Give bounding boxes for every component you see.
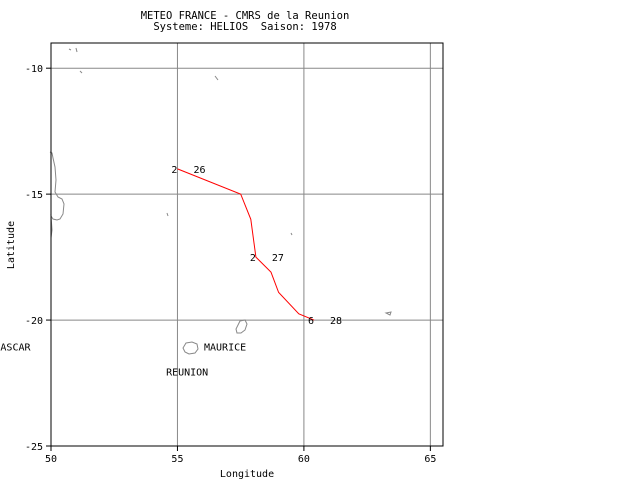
track-day-label: 27	[272, 253, 284, 264]
islet-5	[166, 212, 169, 217]
y-tick-label: -25	[25, 442, 43, 453]
islet-6	[290, 232, 293, 236]
place-label: MAURICE	[204, 343, 246, 354]
header-title: METEO FRANCE - CMRS de la Reunion	[140, 10, 350, 22]
place-labels: MAURICE REUNION ASCAR	[0, 343, 246, 379]
islet-4	[214, 75, 219, 81]
y-tick-label: -15	[25, 190, 43, 201]
track-day-label: 28	[330, 316, 342, 327]
track-intensity-label: 6	[308, 316, 314, 327]
islet-2	[75, 47, 78, 53]
y-tick-label: -10	[25, 64, 43, 75]
x-tick-label: 55	[171, 454, 183, 465]
y-tick-label: -20	[25, 316, 43, 327]
place-label: ASCAR	[0, 343, 31, 354]
x-tick-label: 65	[424, 454, 436, 465]
x-tick-label: 50	[45, 454, 57, 465]
plot-frame	[50, 42, 444, 447]
axis-ticks: 50 55 60 65 -10 -15 -20 -25	[25, 64, 436, 465]
islet-1	[68, 48, 72, 51]
track-day-label: 26	[193, 165, 205, 176]
header-subtitle: Systeme: HELIOS Saison: 1978	[153, 21, 337, 33]
place-label: REUNION	[166, 368, 208, 379]
track-intensity-label: 2	[171, 165, 177, 176]
cyclone-track	[177, 168, 315, 321]
mauritius-coast	[182, 341, 199, 355]
y-axis-title: Latitude	[6, 221, 17, 269]
madagascar-coast	[49, 151, 65, 239]
track-labels: 2 26 2 27 6 28	[171, 165, 342, 327]
track-intensity-label: 2	[250, 253, 256, 264]
coastlines	[49, 47, 392, 355]
x-tick-label: 60	[298, 454, 310, 465]
islet-3	[79, 70, 83, 74]
grid	[51, 43, 443, 446]
reunion-coast	[235, 319, 248, 334]
rodrigues-coast	[384, 311, 392, 316]
x-axis-title: Longitude	[220, 469, 274, 480]
